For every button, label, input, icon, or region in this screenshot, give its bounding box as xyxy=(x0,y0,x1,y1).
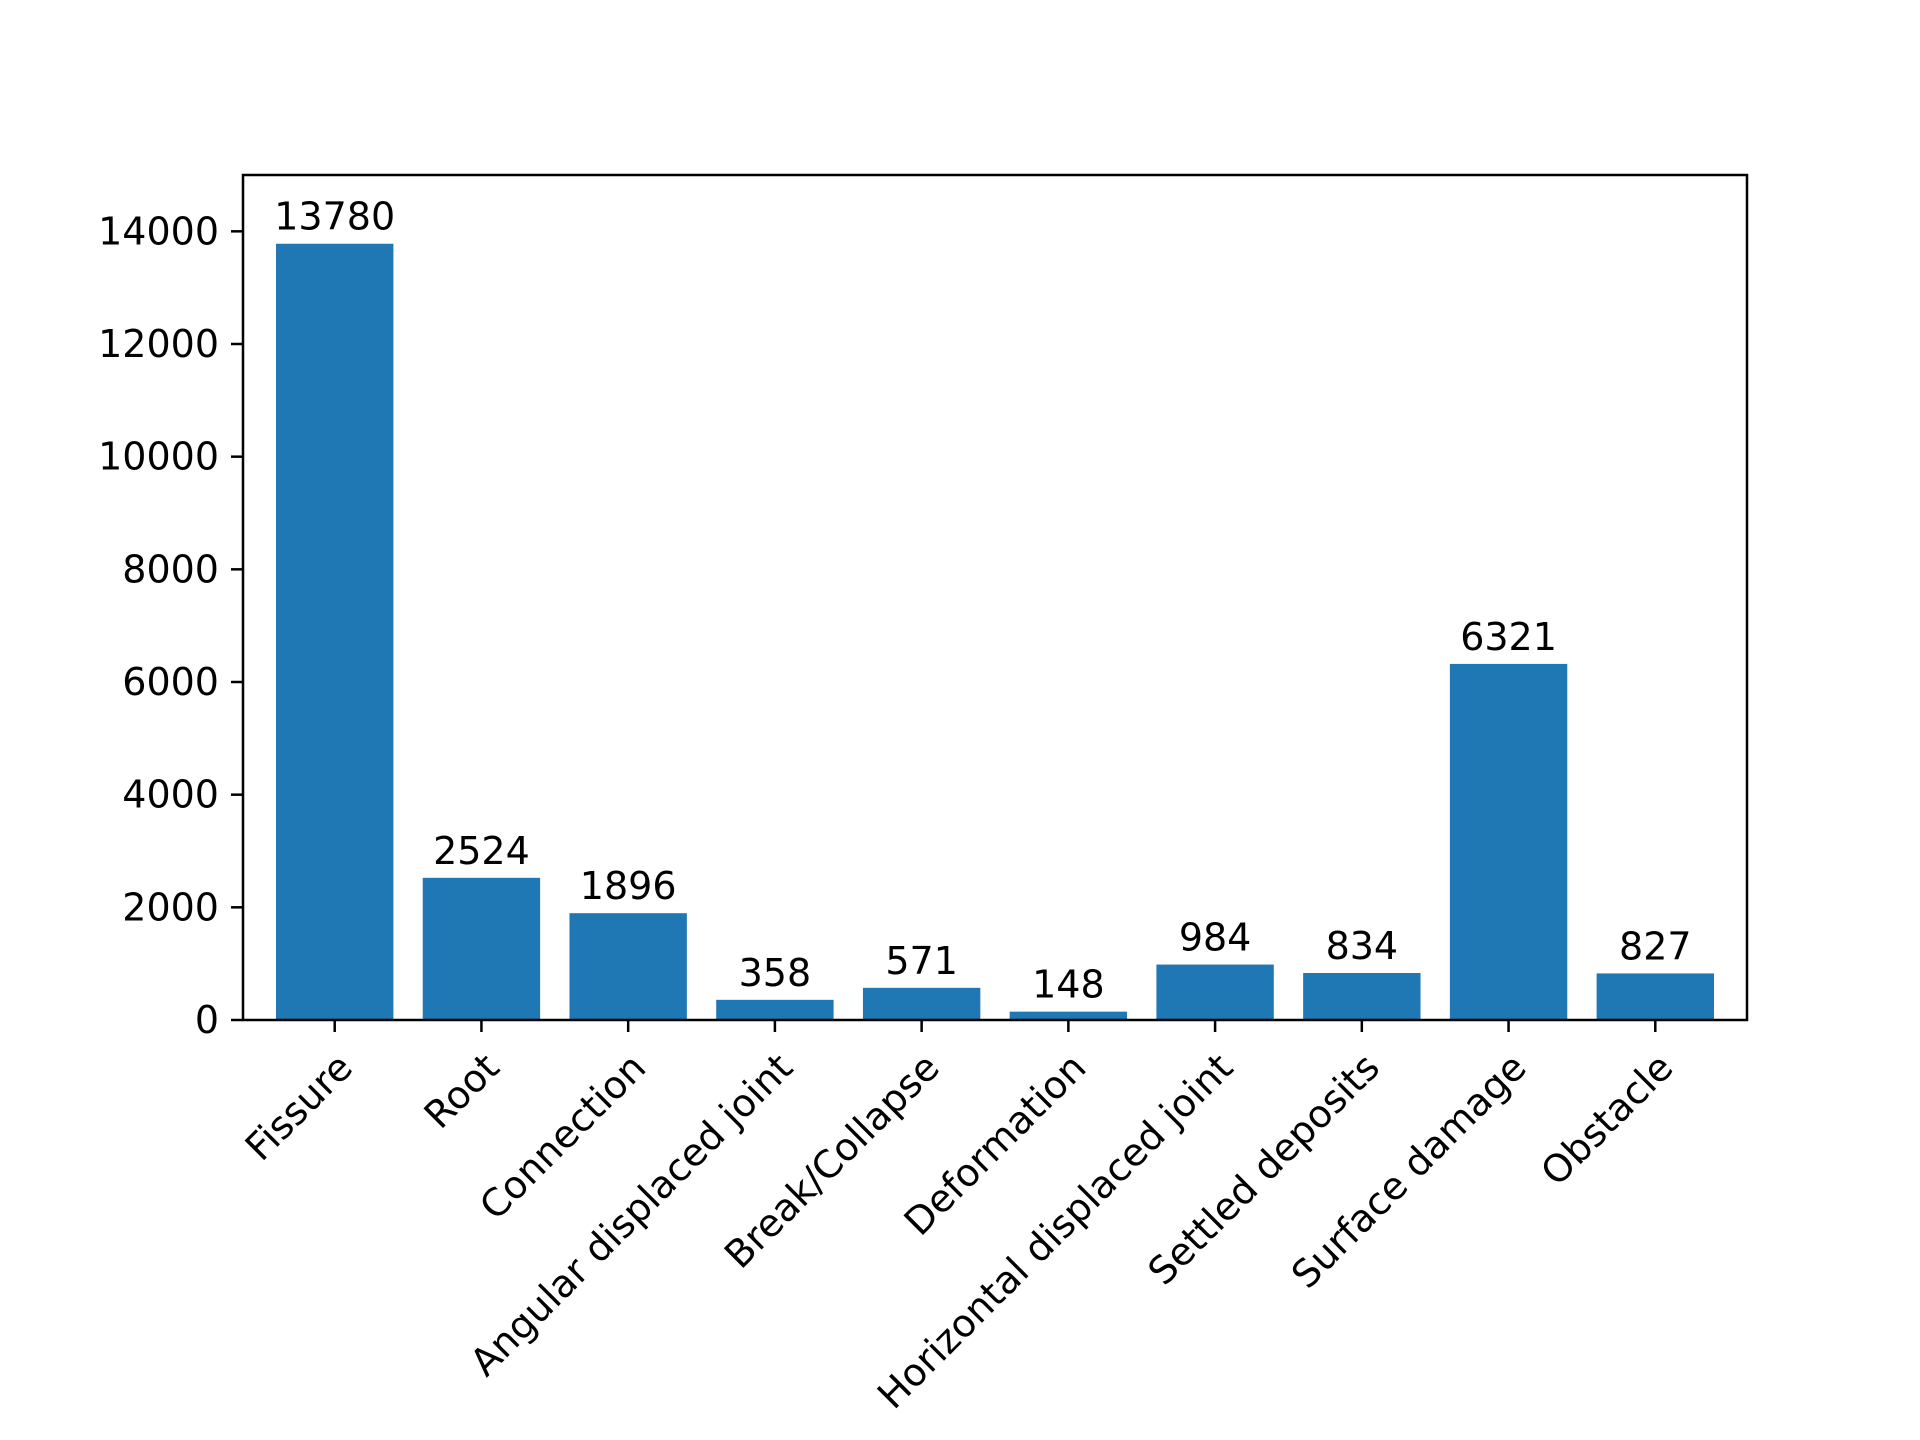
y-tick-label-1: 2000 xyxy=(122,885,219,929)
y-tick-label-0: 0 xyxy=(195,998,219,1042)
y-axis: 0 2000 4000 6000 8000 10000 12000 14000 xyxy=(98,209,243,1042)
bar-0 xyxy=(276,243,394,1020)
bar-2 xyxy=(569,913,687,1020)
y-tick-label-2: 4000 xyxy=(122,773,219,817)
bar-7 xyxy=(1303,973,1421,1020)
bar-5 xyxy=(1009,1011,1128,1020)
y-tick-label-6: 12000 xyxy=(98,322,219,366)
bar-3 xyxy=(716,999,834,1020)
y-tick-label-3: 6000 xyxy=(122,660,219,704)
value-label-0: 13780 xyxy=(274,195,395,239)
bars-group xyxy=(276,243,1714,1020)
value-label-6: 984 xyxy=(1179,916,1252,960)
y-tick-label-4: 8000 xyxy=(122,547,219,591)
bar-4 xyxy=(862,987,981,1020)
value-label-7: 834 xyxy=(1326,924,1399,968)
value-label-5: 148 xyxy=(1032,963,1105,1007)
y-tick-label-7: 14000 xyxy=(98,209,219,253)
value-label-8: 6321 xyxy=(1460,615,1557,659)
bar-1 xyxy=(422,877,541,1020)
y-tick-label-5: 10000 xyxy=(98,435,219,479)
bar-9 xyxy=(1596,973,1714,1020)
value-label-4: 571 xyxy=(885,939,958,983)
value-label-1: 2524 xyxy=(433,829,530,873)
value-label-3: 358 xyxy=(739,951,812,995)
bar-8 xyxy=(1449,663,1568,1020)
bar-6 xyxy=(1156,964,1274,1020)
value-label-9: 827 xyxy=(1619,924,1692,968)
value-labels-group: 13780 2524 1896 358 571 148 984 834 6321 827 xyxy=(274,195,1691,1007)
plot-frame xyxy=(241,173,1749,1022)
value-label-2: 1896 xyxy=(580,864,677,908)
